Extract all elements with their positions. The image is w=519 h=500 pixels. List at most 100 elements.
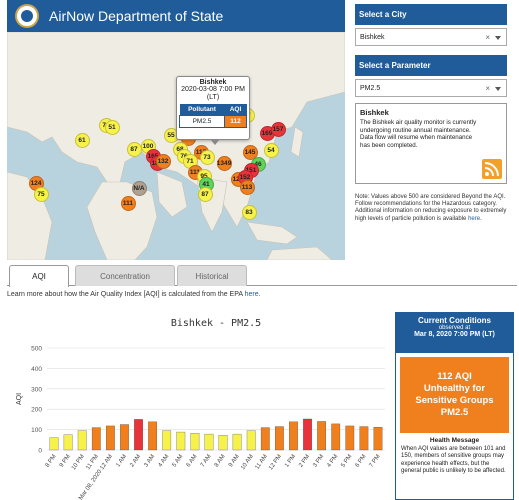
chart-x-tick-label: 8 AM: [214, 454, 227, 469]
chart-title: Bishkek - PM2.5: [171, 318, 261, 329]
aqi-marker[interactable]: 113: [239, 179, 255, 195]
tab-historical[interactable]: Historical: [177, 265, 247, 286]
station-info-title: Bishkek: [360, 108, 389, 117]
chart-y-tick-label: 300: [31, 386, 42, 393]
health-message-title: Health Message: [429, 437, 480, 444]
aqi-marker[interactable]: 132: [155, 153, 171, 169]
chart-bar: [162, 430, 172, 451]
chart-bar: [77, 430, 87, 451]
chart-x-tick-label: 3 PM: [312, 454, 325, 469]
chart-bar: [218, 435, 228, 451]
rss-feed-icon[interactable]: [482, 159, 502, 179]
chevron-down-icon[interactable]: [495, 36, 501, 40]
tab-bar: AQI Concentration Historical: [7, 265, 517, 287]
aqi-marker[interactable]: 111: [120, 195, 136, 211]
city-select[interactable]: Bishkek ×: [355, 28, 507, 46]
chart-y-tick-label: 100: [31, 427, 42, 434]
city-select-label: Select a City: [355, 4, 507, 25]
chart-bar: [120, 424, 129, 451]
chart-bar: [91, 427, 101, 451]
chart-x-tick-label: 12 PM: [268, 454, 283, 472]
tab-concentration[interactable]: Concentration: [75, 265, 175, 286]
conditions-observed: observed at: [438, 325, 471, 331]
aqi-chart: Bishkek - PM2.5 AQI 0 100 200 300 400 500 8 PM 9 …: [7, 306, 392, 500]
aqi-marker[interactable]: 83: [241, 204, 257, 220]
aqi-marker[interactable]: 73: [199, 149, 215, 165]
conditions-pollutant: PM2.5: [440, 407, 469, 418]
aqi-marker[interactable]: 54: [263, 142, 279, 158]
parameter-select[interactable]: PM2.5 ×: [355, 79, 507, 97]
aqi-marker[interactable]: 87: [126, 141, 142, 157]
chart-bar: [134, 419, 143, 451]
chart-x-tick-label: 7 AM: [200, 454, 213, 469]
station-info-box: Bishkek The Bishkek air quality monitor …: [355, 103, 507, 184]
clear-city-icon[interactable]: ×: [485, 33, 490, 42]
right-panel: Select a City Bishkek × Select a Paramet…: [355, 0, 519, 223]
health-message-text: When AQI values are between 101 and 150,…: [401, 446, 506, 475]
chart-x-tick-label: 2 PM: [298, 454, 311, 469]
chart-bar: [106, 425, 115, 451]
popup-city: Bishkek: [199, 79, 227, 86]
aqi-marker[interactable]: N/A: [131, 180, 147, 196]
aqi-marker[interactable]: 1349: [216, 155, 232, 171]
popup-pollutant: PM2.5: [179, 115, 225, 128]
aqi-marker[interactable]: 61: [74, 132, 90, 148]
chart-bar: [359, 426, 369, 451]
aqi-marker[interactable]: 145: [242, 144, 258, 160]
aqi-marker[interactable]: 51: [104, 119, 120, 135]
current-conditions-panel: Current Conditions observed at Mar 8, 20…: [395, 312, 514, 500]
aqi-marker[interactable]: 87: [197, 186, 213, 202]
aqi-note-link[interactable]: here: [468, 215, 481, 222]
chart-x-tick-label: 4 PM: [326, 454, 339, 469]
chart-x-tick-label: 6 AM: [186, 454, 199, 469]
aqi-marker[interactable]: 157: [270, 121, 286, 137]
chart-y-tick-label: 0: [38, 448, 42, 455]
popup-pointer: [210, 139, 220, 145]
chart-x-tick-label: 3 AM: [143, 454, 156, 469]
chart-x-tick-label: 9 AM: [228, 454, 241, 469]
chart-bar: [317, 421, 326, 451]
chart-y-tick-label: 500: [31, 346, 42, 353]
aqi-marker[interactable]: 75: [33, 186, 49, 202]
tab-aqi[interactable]: AQI: [9, 265, 69, 287]
chart-bar: [289, 421, 298, 451]
air-quality-map[interactable]: 7151618710055128103122165184132681177673…: [7, 32, 345, 260]
chart-bar: [232, 433, 242, 451]
station-info-text: The Bishkek air quality monitor is curre…: [360, 119, 477, 149]
conditions-header: Current Conditions observed at Mar 8, 20…: [396, 313, 513, 353]
site-header: AirNow Department of State: [7, 0, 345, 32]
popup-col-aqi: AQI: [224, 104, 247, 116]
chart-bar: [303, 418, 312, 451]
aqi-note: Note: Values above 500 are considered Be…: [355, 194, 511, 223]
chart-bar: [176, 431, 186, 451]
parameter-select-value: PM2.5: [360, 84, 381, 92]
conditions-category: Unhealthy for Sensitive Groups: [415, 383, 494, 406]
clear-parameter-icon[interactable]: ×: [485, 84, 490, 93]
city-select-value: Bishkek: [360, 33, 385, 41]
chart-y-tick-label: 200: [31, 407, 42, 414]
chart-x-tick-label: 10 PM: [71, 454, 86, 472]
chart-x-tick-label: 9 PM: [59, 454, 72, 469]
chart-bar: [274, 426, 284, 451]
site-title: AirNow Department of State: [49, 8, 224, 24]
chart-x-tick-label: 6 PM: [355, 454, 368, 469]
parameter-select-label: Select a Parameter: [355, 55, 507, 76]
chart-x-tick-label: 5 PM: [340, 454, 353, 469]
learn-more-link[interactable]: here: [244, 291, 259, 298]
conditions-aqi-value: 112 AQI: [437, 371, 472, 382]
state-department-seal-icon: [15, 4, 39, 28]
chart-x-tick-label: 1 AM: [115, 454, 128, 469]
chart-x-tick-label: 7 PM: [369, 454, 382, 469]
chart-bar: [190, 433, 200, 451]
chart-x-tick-label: 10 AM: [240, 454, 255, 471]
conditions-aqi-box: 112 AQI Unhealthy for Sensitive Groups P…: [400, 357, 509, 433]
chart-x-tick-label: 8 PM: [45, 454, 58, 469]
chart-y-axis-label: AQI: [16, 393, 23, 405]
chart-x-tick-label: 5 AM: [172, 454, 185, 469]
popup-table: Pollutant AQI PM2.5 112: [179, 104, 248, 128]
chart-bar: [49, 437, 59, 451]
learn-more-end: .: [258, 291, 261, 298]
chevron-down-icon[interactable]: [495, 87, 501, 91]
